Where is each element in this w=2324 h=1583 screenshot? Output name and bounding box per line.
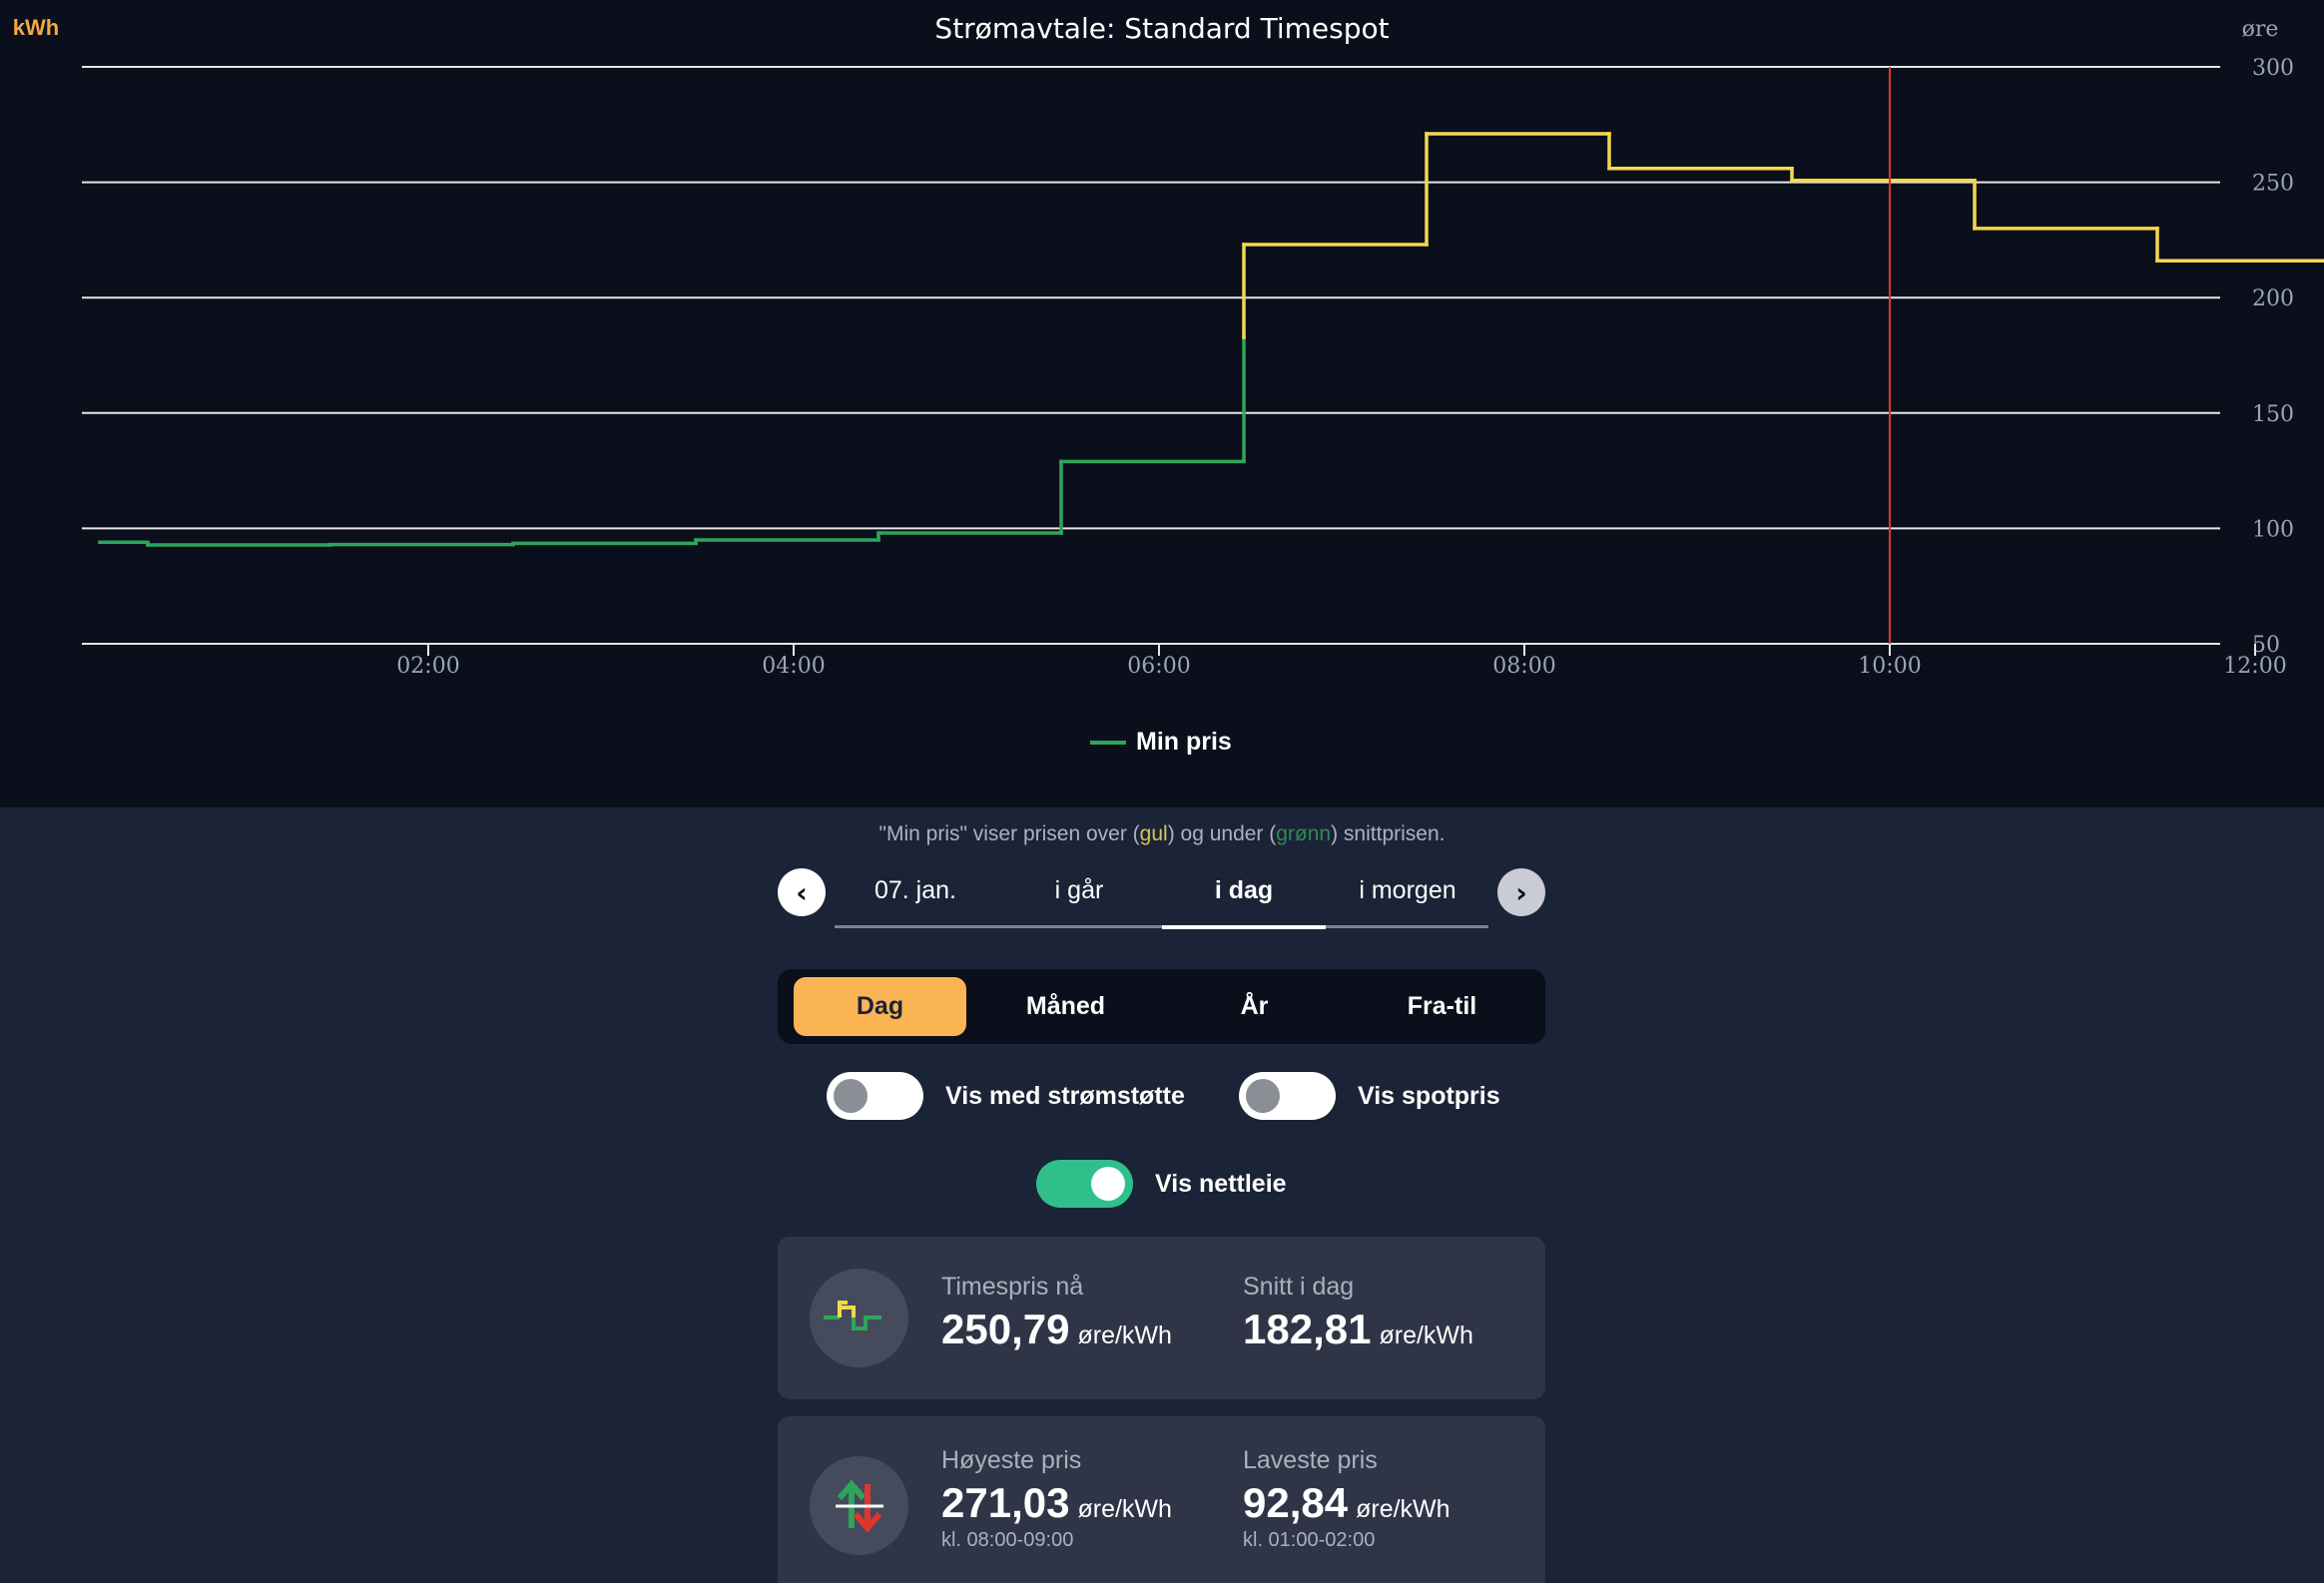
explanation-suffix: ) snittprisen. [1331,822,1446,845]
stat-average-value: 182,81 [1243,1306,1372,1352]
stat-lowest-unit: øre/kWh [1356,1495,1451,1523]
date-tab-active-indicator [1162,925,1326,929]
stat-lowest-value: 92,84 [1243,1479,1349,1526]
date-tab-yesterday[interactable]: i går [1054,876,1104,904]
stromstotte-toggle[interactable] [827,1072,923,1120]
explanation-green-word: grønn [1276,822,1332,845]
legend-label: Min pris [1136,728,1232,756]
toggle-knob [1246,1079,1280,1113]
x-axis-ticks: 02:0004:0006:0008:0010:0012:0014:0016:00… [396,644,2287,679]
x-tick-label: 12:00 [2223,654,2286,679]
stat-lowest-label: Laveste pris [1243,1446,1378,1474]
toggle-row-nettleie: Vis nettleie [1036,1160,1287,1208]
stat-now: Timespris nå 250,79 øre/kWh [941,1273,1172,1353]
up-down-arrows-icon [810,1456,908,1555]
stat-highest-label: Høyeste pris [941,1446,1082,1474]
y-tick-label: 200 [2252,286,2294,311]
y-tick-label: 100 [2252,517,2294,542]
right-axis-unit: øre [2242,17,2279,42]
x-tick-label: 02:00 [396,654,459,679]
stat-now-unit: øre/kWh [1077,1321,1172,1349]
date-navigation: ‹ 07. jan. i går i dag i morgen › [778,866,1545,932]
up-down-arrows-icon-graphic [836,1479,883,1533]
toggle-row-spotpris: Vis spotpris [1239,1072,1500,1120]
period-tab-day[interactable]: Dag [794,977,966,1036]
left-axis-unit: kWh [13,15,59,40]
chart-explanation: "Min pris" viser prisen over (gul) og un… [0,822,2324,846]
stat-highest-value: 271,03 [941,1479,1070,1526]
toggle-knob [834,1079,868,1113]
high-low-card: Høyeste pris 271,03 øre/kWh kl. 08:00-09:… [778,1416,1545,1583]
stat-now-value-row: 250,79 øre/kWh [941,1306,1172,1353]
y-tick-label: 250 [2252,172,2294,197]
chevron-left-icon: ‹ [796,875,808,909]
price-series [98,132,2324,547]
date-tab-tomorrow[interactable]: i morgen [1359,876,1456,904]
nettleie-label: Vis nettleie [1155,1169,1287,1198]
explanation-yellow-word: gul [1139,822,1168,845]
stat-now-value: 250,79 [941,1306,1070,1352]
x-tick-label: 10:00 [1858,654,1921,679]
y-tick-label: 150 [2252,402,2294,427]
x-tick-label: 04:00 [762,654,825,679]
stat-highest-value-row: 271,03 øre/kWh [941,1479,1172,1527]
chart-legend[interactable]: Min pris [1090,728,1232,757]
spotpris-label: Vis spotpris [1358,1081,1500,1110]
spotpris-toggle[interactable] [1239,1072,1336,1120]
stat-lowest-value-row: 92,84 øre/kWh [1243,1479,1451,1527]
x-tick-label: 06:00 [1127,654,1190,679]
toggle-knob [1091,1167,1125,1201]
stromstotte-label: Vis med strømstøtte [945,1081,1185,1110]
stat-lowest-time: kl. 01:00-02:00 [1243,1529,1376,1551]
period-selector: Dag Måned År Fra-til [778,969,1545,1044]
stat-lowest: Laveste pris 92,84 øre/kWh kl. 01:00-02:0… [1243,1446,1451,1552]
explanation-middle: ) og under ( [1167,822,1277,845]
date-tab-track [835,925,1488,928]
period-tab-month[interactable]: Måned [1025,992,1106,1020]
stat-average: Snitt i dag 182,81 øre/kWh [1243,1273,1473,1353]
y-axis-ticks: 50 100 150 200 250 300 [2252,56,2294,658]
period-tab-range[interactable]: Fra-til [1407,992,1477,1020]
chevron-right-icon: › [1515,875,1527,909]
price-chart[interactable]: kWh Strømavtale: Standard Timespot øre 5… [0,0,2324,807]
period-tab-year[interactable]: År [1240,992,1269,1020]
date-tab-today[interactable]: i dag [1214,876,1274,904]
stat-average-value-row: 182,81 øre/kWh [1243,1306,1473,1353]
stat-average-label: Snitt i dag [1243,1273,1355,1301]
price-chart-panel: kWh Strømavtale: Standard Timespot øre 5… [0,0,2324,807]
next-day-button[interactable]: › [1497,868,1545,916]
x-tick-label: 08:00 [1492,654,1555,679]
y-tick-label: 50 [2252,633,2280,658]
chart-grid [82,66,2220,645]
stat-highest-unit: øre/kWh [1077,1495,1172,1523]
toggle-row-stromstotte: Vis med strømstøtte [827,1072,1185,1120]
date-tab-07-jan[interactable]: 07. jan. [873,876,956,904]
stat-now-label: Timespris nå [941,1273,1084,1301]
legend-swatch [1090,740,1126,745]
stat-highest: Høyeste pris 271,03 øre/kWh kl. 08:00-09:… [941,1446,1172,1552]
explanation-prefix: "Min pris" viser prisen over ( [878,822,1140,845]
previous-day-button[interactable]: ‹ [778,868,826,916]
nettleie-toggle[interactable] [1036,1160,1133,1208]
chart-title: Strømavtale: Standard Timespot [934,12,1389,45]
y-tick-label: 300 [2252,56,2294,81]
step-line-icon [810,1269,908,1367]
stat-average-unit: øre/kWh [1379,1321,1473,1349]
price-summary-card: Timespris nå 250,79 øre/kWh Snitt i dag 1… [778,1237,1545,1399]
step-line-icon-graphic [824,1301,881,1330]
stat-highest-time: kl. 08:00-09:00 [941,1529,1074,1551]
